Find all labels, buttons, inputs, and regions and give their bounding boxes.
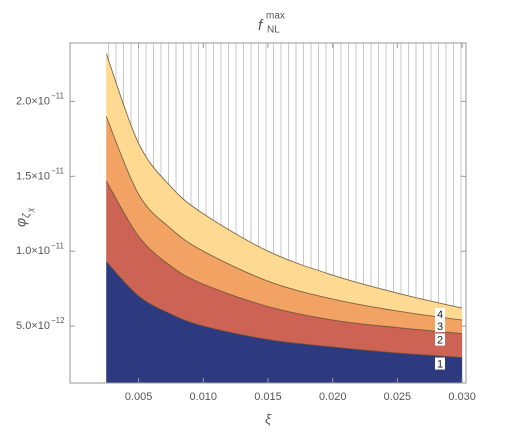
contour-band <box>106 53 463 321</box>
y-tick-label: 2.0×10 <box>16 95 50 107</box>
y-label-base: φ <box>13 218 29 227</box>
x-tick-label: 0.020 <box>319 391 347 403</box>
contour-band <box>106 261 463 383</box>
contour-label-box <box>435 333 445 346</box>
x-axis-label: ξ <box>265 411 272 426</box>
hatched-region <box>106 43 463 309</box>
contour-label: 1 <box>437 358 443 370</box>
y-axis-label: φ ζ χ <box>13 207 35 227</box>
x-tick-label: 0.005 <box>125 391 153 403</box>
contour-line <box>105 180 463 335</box>
contour-line <box>105 116 463 321</box>
y-tick-exponent: −11 <box>51 92 65 101</box>
y-tick-label: 1.5×10 <box>16 170 50 182</box>
x-tick-label: 0.015 <box>254 391 282 403</box>
y-label-sub: ζ <box>22 212 33 218</box>
y-tick-exponent: −11 <box>51 241 65 250</box>
contour-label-box <box>435 320 445 333</box>
contour-label-box <box>435 357 445 370</box>
contour-line <box>105 53 463 309</box>
contour-label: 4 <box>437 309 443 321</box>
x-tick-label: 0.030 <box>448 391 476 403</box>
contour-label: 2 <box>437 334 443 346</box>
title-sup: max <box>266 11 285 22</box>
contour-label-box <box>435 308 445 321</box>
contour-label: 3 <box>437 321 443 333</box>
contour-band <box>106 180 463 358</box>
contour-band <box>106 116 463 334</box>
y-label-subsub: χ <box>26 207 35 213</box>
title-sub: NL <box>267 25 280 36</box>
contour-line <box>105 261 463 358</box>
y-tick-mantissa: 2.0×10 <box>16 95 50 107</box>
x-tick-label: 0.025 <box>384 391 412 403</box>
y-tick-label: 5.0×10 <box>16 320 50 332</box>
x-tick-label: 0.010 <box>190 391 218 403</box>
y-tick-mantissa: 1.5×10 <box>16 170 50 182</box>
y-tick-mantissa: 5.0×10 <box>16 320 50 332</box>
y-tick-exponent: −11 <box>51 166 65 175</box>
title-base: f <box>258 17 264 34</box>
y-tick-label: 1.0×10 <box>16 245 50 257</box>
y-tick-mantissa: 1.0×10 <box>16 245 50 257</box>
y-tick-exponent: −12 <box>51 316 65 325</box>
